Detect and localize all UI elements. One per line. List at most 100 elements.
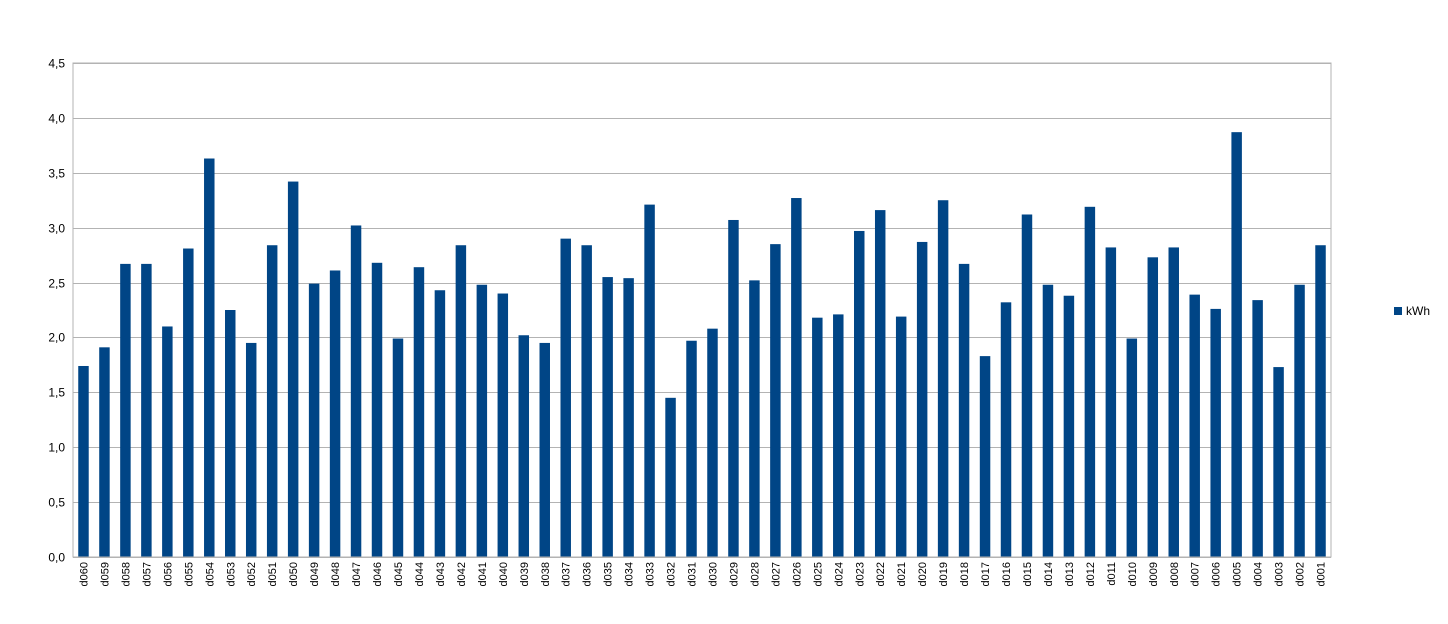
bar-d013 xyxy=(1063,295,1075,557)
x-tick-label-d059: d059 xyxy=(99,562,111,586)
x-tick-label-d056: d056 xyxy=(162,562,174,586)
bar-d055 xyxy=(183,248,194,557)
x-tick-label-d031: d031 xyxy=(687,562,699,586)
bar-d054 xyxy=(204,158,215,557)
x-tick-label-d018: d018 xyxy=(959,562,971,586)
x-tick-label-d022: d022 xyxy=(875,562,887,586)
bar-d036 xyxy=(581,245,592,558)
x-tick-label-d053: d053 xyxy=(225,562,237,586)
x-tick-label-d038: d038 xyxy=(540,562,552,586)
bar-d007 xyxy=(1189,294,1200,557)
x-tick-label-d001: d001 xyxy=(1316,562,1328,586)
bar-d011 xyxy=(1105,247,1117,557)
x-tick-label-d016: d016 xyxy=(1001,562,1013,586)
bar-d050 xyxy=(287,181,299,557)
x-axis-ticks: d060 d059 d058 d057 d056 d055 d054 d053 d052 d051… xyxy=(78,562,1327,586)
y-tick-label: 0,0 xyxy=(48,551,65,565)
y-tick-label: 3,5 xyxy=(48,167,65,181)
x-tick-label-d042: d042 xyxy=(456,562,468,586)
x-tick-label-d052: d052 xyxy=(246,562,258,586)
plot-area-frame xyxy=(72,62,1332,558)
x-tick-label-d021: d021 xyxy=(896,562,908,586)
x-tick-label-d027: d027 xyxy=(770,562,782,586)
bar-d047 xyxy=(350,225,362,557)
bar-d022 xyxy=(874,210,886,557)
bar-d005 xyxy=(1231,132,1242,557)
x-tick-label-d024: d024 xyxy=(833,562,845,586)
x-tick-label-d057: d057 xyxy=(141,562,153,586)
x-tick-label-d035: d035 xyxy=(603,562,615,586)
bar-d041 xyxy=(476,284,488,557)
bar-d044 xyxy=(413,267,425,557)
bar-d019 xyxy=(937,200,949,557)
x-tick-label-d033: d033 xyxy=(645,562,657,586)
bar-d035 xyxy=(602,277,613,557)
x-tick-label-d030: d030 xyxy=(707,562,719,586)
x-tick-label-d008: d008 xyxy=(1169,562,1181,586)
bar-d030 xyxy=(707,328,718,557)
bar-d051 xyxy=(266,245,278,558)
x-tick-label-d028: d028 xyxy=(749,562,761,586)
y-tick-label: 4,0 xyxy=(48,112,65,126)
bar-d028 xyxy=(749,280,760,557)
x-tick-label-d037: d037 xyxy=(561,562,573,586)
x-tick-label-d025: d025 xyxy=(812,562,824,586)
bar-d056 xyxy=(162,326,173,557)
x-tick-label-d013: d013 xyxy=(1064,562,1076,586)
x-tick-label-d014: d014 xyxy=(1043,562,1055,586)
x-tick-label-d006: d006 xyxy=(1211,562,1223,586)
x-tick-label-d049: d049 xyxy=(309,562,321,586)
bar-d029 xyxy=(728,219,739,558)
x-tick-label-d004: d004 xyxy=(1253,562,1265,586)
bar-d045 xyxy=(392,338,404,557)
y-tick-label: 3,0 xyxy=(48,222,65,236)
x-tick-label-d017: d017 xyxy=(980,562,992,586)
bar-d025 xyxy=(812,317,823,557)
x-tick-label-d020: d020 xyxy=(917,562,929,586)
x-tick-label-d043: d043 xyxy=(435,562,447,586)
x-tick-label-d040: d040 xyxy=(498,562,510,586)
x-tick-label-d055: d055 xyxy=(183,562,195,586)
x-tick-label-d051: d051 xyxy=(267,562,279,586)
x-tick-label-d015: d015 xyxy=(1022,562,1034,586)
bar-d020 xyxy=(916,241,928,557)
bar-d015 xyxy=(1021,214,1033,558)
grid-lines xyxy=(73,63,1331,558)
y-tick-label: 2,0 xyxy=(48,331,65,345)
x-tick-label-d046: d046 xyxy=(372,562,384,586)
x-tick-label-d010: d010 xyxy=(1127,562,1139,586)
x-tick-label-d023: d023 xyxy=(854,562,866,586)
x-tick-label-d005: d005 xyxy=(1232,562,1244,586)
x-tick-label-d048: d048 xyxy=(330,562,342,586)
legend: kWh xyxy=(1394,304,1430,318)
bar-d053 xyxy=(225,310,236,557)
bar-d058 xyxy=(120,263,131,557)
bar-d040 xyxy=(497,293,509,557)
x-tick-label-d054: d054 xyxy=(204,562,216,586)
bar-d001 xyxy=(1315,245,1326,558)
x-tick-label-d047: d047 xyxy=(351,562,363,586)
y-tick-label: 1,5 xyxy=(48,386,65,400)
x-tick-label-d050: d050 xyxy=(288,562,300,586)
bar-d048 xyxy=(329,270,341,557)
x-tick-label-d036: d036 xyxy=(582,562,594,586)
bar-d034 xyxy=(623,278,634,557)
bar-d039 xyxy=(518,335,530,557)
bar-d018 xyxy=(958,263,970,557)
bar-d016 xyxy=(1000,302,1012,557)
y-tick-label: 1,0 xyxy=(48,441,65,455)
x-tick-label-d007: d007 xyxy=(1190,562,1202,586)
bar-d059 xyxy=(99,347,110,557)
bar-d046 xyxy=(371,262,383,557)
bar-d042 xyxy=(455,245,467,558)
x-tick-label-d029: d029 xyxy=(728,562,740,586)
bar-d060 xyxy=(78,365,89,557)
bar-d057 xyxy=(141,263,152,557)
x-tick-label-d058: d058 xyxy=(120,562,132,586)
x-tick-label-d019: d019 xyxy=(938,562,950,586)
bar-d012 xyxy=(1084,206,1096,557)
legend-label-kwh: kWh xyxy=(1406,304,1430,318)
bar-d031 xyxy=(686,340,697,557)
x-tick-label-d032: d032 xyxy=(666,562,678,586)
